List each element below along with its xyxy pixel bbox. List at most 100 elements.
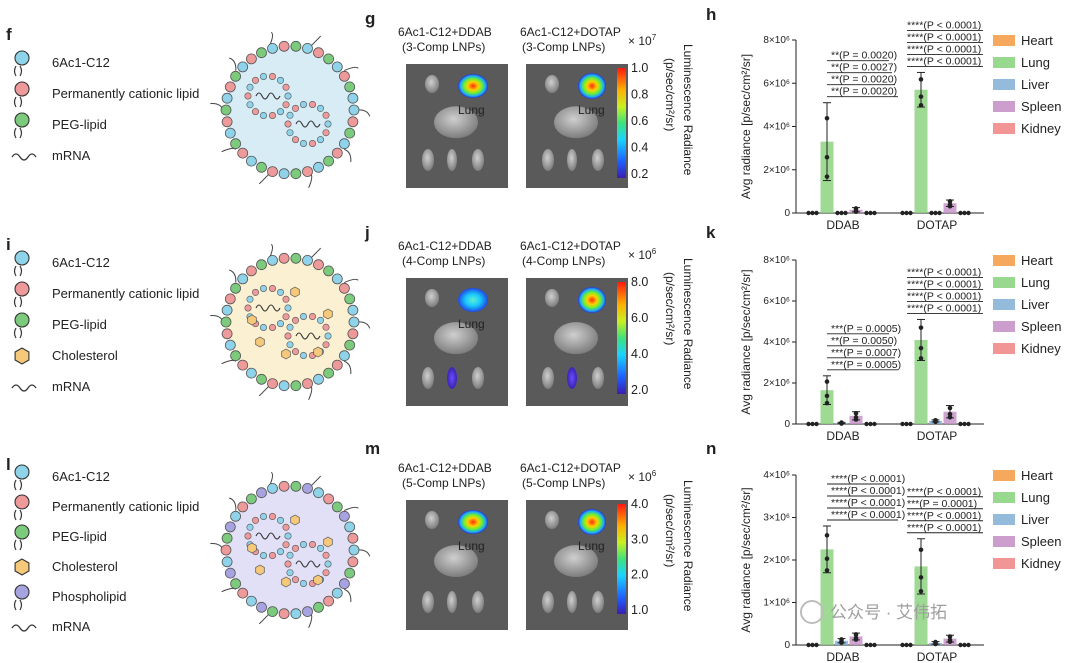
colorbar-exponent: 7 — [652, 33, 657, 42]
inner-lipid — [268, 323, 276, 331]
data-point — [918, 575, 924, 580]
legend-label: Lung — [1021, 490, 1050, 505]
bar-lung — [914, 339, 928, 424]
shell-lipid — [302, 43, 313, 54]
colorbar-tick: 0.2 — [631, 167, 648, 181]
cholesterol-marker — [255, 336, 265, 348]
image-subtitle-right: (3-Comp LNPs) — [522, 40, 605, 54]
colorbar-tick: 2.0 — [631, 568, 648, 582]
data-point — [962, 642, 967, 648]
spleen-signal-right — [567, 367, 577, 389]
data-point — [824, 556, 830, 562]
legend-label: mRNA — [52, 379, 91, 394]
lipid-tail — [13, 265, 23, 277]
data-point — [947, 203, 953, 209]
shell-lipid — [290, 380, 302, 392]
legend-swatch-kidney — [993, 123, 1015, 134]
shell-lipid — [290, 40, 302, 52]
shell-lipid — [344, 127, 356, 139]
image-subtitle-left: (3-Comp LNPs) — [402, 40, 485, 54]
data-point — [904, 210, 909, 216]
legend-swatch-kidney — [993, 343, 1015, 354]
x-tick-label: DDAB — [826, 650, 859, 663]
data-point — [868, 421, 873, 427]
x-tick-label: DOTAP — [917, 650, 957, 663]
shell-lipid — [347, 532, 359, 544]
data-point — [900, 210, 905, 216]
data-point — [806, 642, 811, 648]
peg-chain — [229, 269, 237, 283]
shell-lipid — [256, 259, 267, 271]
inner-mrna — [255, 532, 281, 540]
imaging-panel-m: 6Ac1-C12+DDAB(5-Comp LNPs)6Ac1-C12+DOTAP… — [398, 461, 695, 630]
shell-lipid — [313, 259, 324, 271]
legend-f: 6Ac1-C12 Permanently cationic lipid PEG-li… — [11, 50, 199, 163]
inner-lipid — [299, 312, 307, 320]
colorbar-tick: 6.0 — [631, 311, 648, 325]
shell-lipid — [221, 556, 233, 568]
significance-label: ***(P = 0.0007) — [831, 347, 901, 359]
heart-organ — [545, 511, 559, 529]
inner-lipid — [259, 512, 267, 520]
peg-chain — [310, 247, 322, 259]
radiance-units: (p/sec/cm²/sr) — [663, 58, 677, 131]
bar-lung — [914, 566, 928, 645]
data-point — [966, 421, 971, 427]
data-point — [947, 414, 953, 420]
significance-label: ****(P < 0.0001) — [907, 302, 981, 314]
liver-organ — [554, 106, 598, 139]
inner-lipid — [276, 516, 284, 524]
shell-lipid — [338, 350, 350, 362]
shell-lipid — [237, 273, 249, 285]
data-point — [810, 210, 815, 216]
lipid-tail — [13, 296, 23, 308]
heart-organ — [545, 289, 559, 307]
data-point — [947, 639, 953, 644]
shell-lipid — [323, 265, 335, 277]
inner-lipid — [268, 284, 276, 292]
data-point — [947, 405, 953, 411]
shell-lipid — [338, 138, 350, 150]
legend-swatch-liver — [993, 299, 1015, 310]
data-point — [918, 77, 924, 82]
colorbar-multiplier: × 107 — [628, 33, 657, 48]
shell-lipid — [237, 61, 249, 73]
chart-k: 0 2×10⁶ 4×10⁶ 6×10⁶ 8×10⁶ Avg radiance [p/sec… — [739, 253, 1061, 443]
shell-lipid — [278, 40, 290, 52]
ionizable-lipid-icon — [13, 250, 30, 277]
peg-chain — [344, 360, 352, 375]
phospholipid-icon — [13, 584, 30, 611]
shell-lipid — [230, 578, 242, 590]
inner-lipid — [291, 136, 299, 144]
data-point — [853, 637, 859, 642]
kidney-organ — [542, 591, 554, 613]
shell-lipid — [237, 501, 249, 513]
legend-swatch-lung — [993, 57, 1015, 68]
colorbar-tick: 4.0 — [631, 497, 648, 511]
inner-mrna — [295, 120, 321, 128]
inner-lipid — [299, 101, 307, 109]
significance-label: **(P = 0.0027) — [831, 62, 897, 74]
shell-lipid — [347, 116, 359, 128]
legend-label: Permanently cationic lipid — [52, 86, 199, 101]
inner-lipid — [244, 532, 252, 540]
y-tick-label: 0 — [784, 640, 790, 651]
data-point — [824, 393, 830, 399]
legend-label: Spleen — [1021, 99, 1061, 114]
data-point — [814, 421, 819, 427]
shell-lipid — [267, 166, 278, 178]
shell-lipid — [221, 304, 233, 316]
data-point — [918, 588, 924, 594]
legend-swatch-heart — [993, 470, 1015, 481]
cationic-lipid-icon — [13, 81, 30, 108]
shell-lipid — [230, 138, 242, 150]
liver-organ — [434, 322, 478, 355]
data-point — [933, 419, 938, 425]
shell-lipid — [313, 47, 324, 59]
inner-lipid — [322, 569, 330, 577]
lipid-head — [14, 81, 30, 97]
inner-lipid — [282, 83, 290, 91]
inner-lipid — [316, 316, 324, 324]
watermark: 公众号 · 艾伟拓 — [800, 600, 947, 624]
